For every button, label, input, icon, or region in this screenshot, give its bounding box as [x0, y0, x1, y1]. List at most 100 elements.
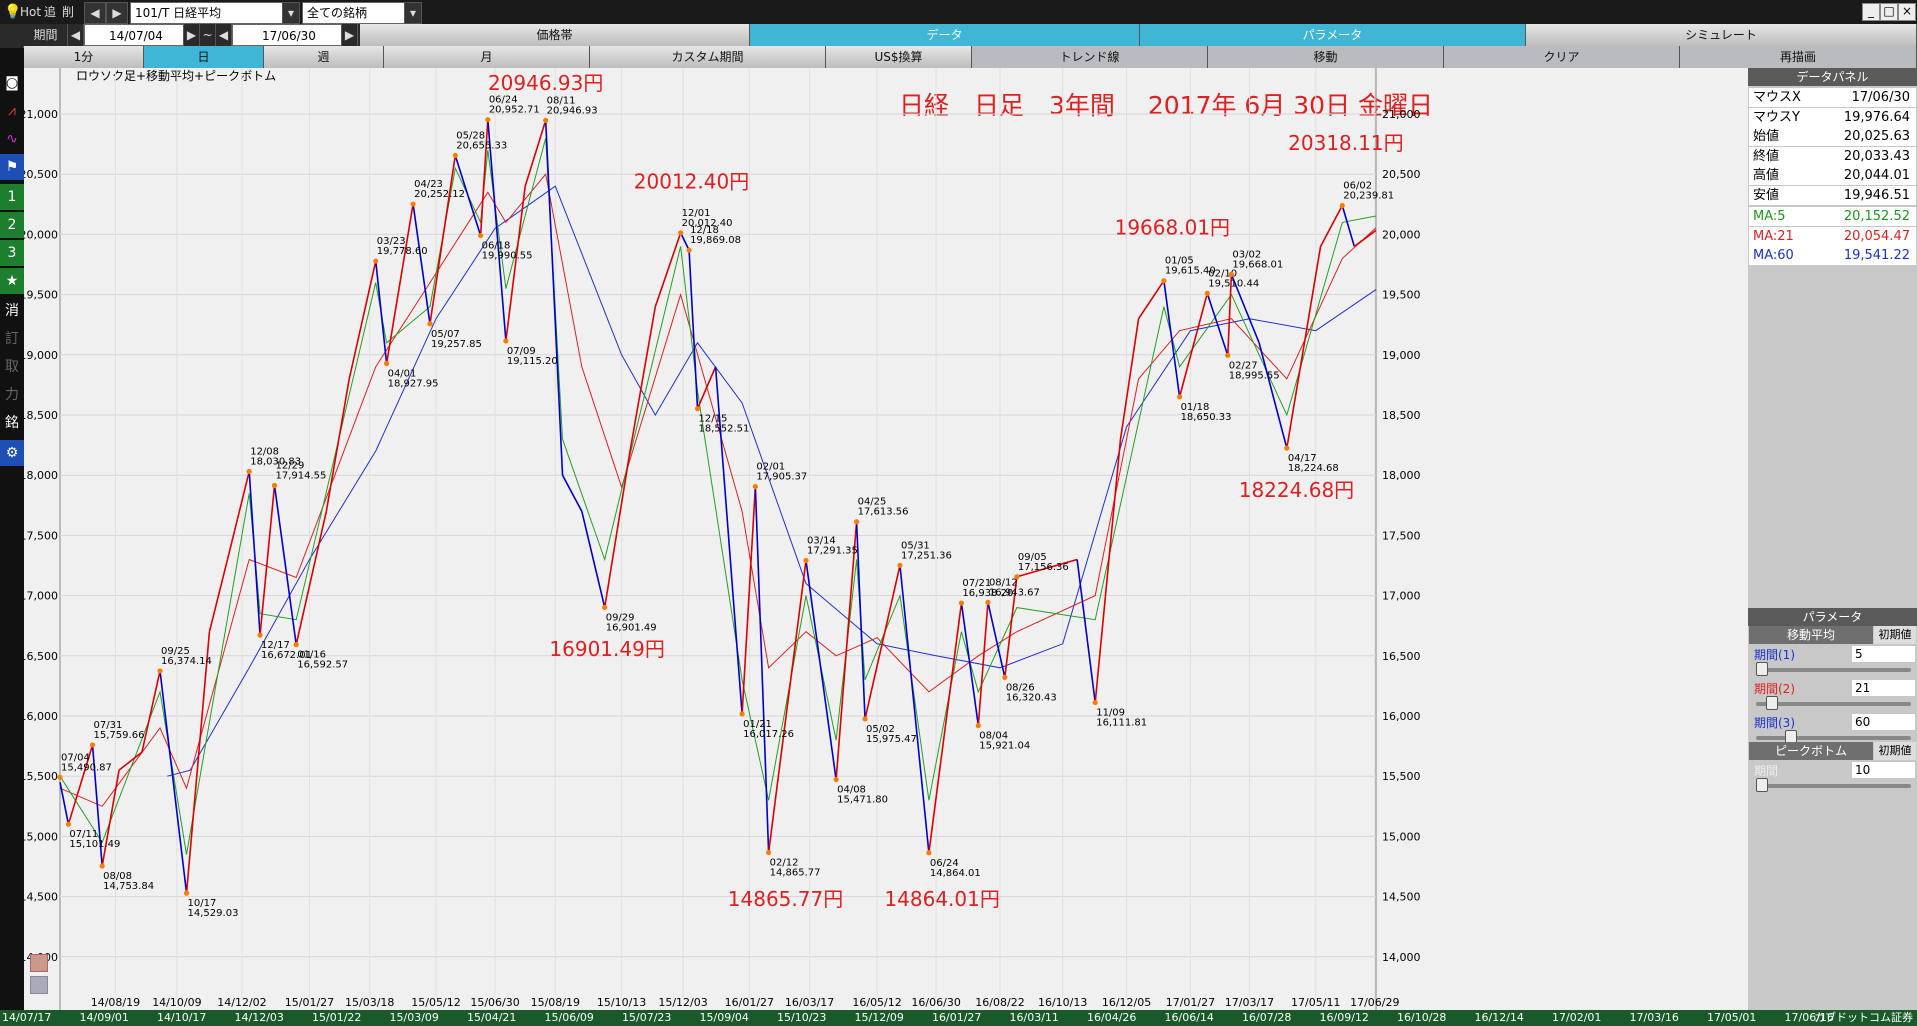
date-to-input[interactable]: 17/06/30	[232, 24, 342, 46]
ma-period-slider[interactable]	[1756, 730, 1911, 744]
tab-redraw[interactable]: 再描画	[1680, 46, 1917, 68]
stock-button[interactable]: 銘	[5, 415, 19, 431]
mini-chart-icon-1[interactable]	[30, 954, 48, 972]
price-segment	[67, 744, 94, 825]
preset-3-button[interactable]: 3	[0, 240, 24, 266]
ma-period-slider[interactable]	[1756, 662, 1911, 676]
tab-trendline[interactable]: トレンド線	[972, 46, 1208, 68]
close-button[interactable]: ×	[1898, 3, 1916, 21]
next-symbol-button[interactable]: ▶	[106, 2, 128, 24]
chart-header-title: 日経 日足 3年間 2017年 6月 30日 金曜日	[899, 91, 1433, 120]
peak-marker	[602, 604, 608, 611]
ma-reset-button[interactable]: 初期値	[1874, 626, 1916, 644]
price-segment	[295, 511, 328, 645]
date-to-next-icon[interactable]: ▶	[342, 24, 358, 46]
price-segment	[59, 782, 70, 825]
chart-svg[interactable]: ロウソク足+移動平均+ピークボトム 日経 日足 3年間 2017年 6月 30日…	[24, 68, 1748, 1010]
chart-area[interactable]: ロウソク足+移動平均+ピークボトム 日経 日足 3年間 2017年 6月 30日…	[24, 68, 1748, 1010]
data-panel-title: データパネル	[1748, 68, 1917, 86]
ma-period-input[interactable]: 60	[1852, 714, 1915, 730]
peak-date-label: 12/18	[690, 225, 719, 236]
delete-button[interactable]: 削	[62, 5, 75, 19]
correct-button[interactable]: 訂	[5, 331, 19, 347]
pb-slider-knob[interactable]	[1756, 778, 1768, 792]
price-segment	[1119, 318, 1140, 440]
preset-2-button[interactable]: 2	[0, 212, 24, 238]
prev-symbol-button[interactable]: ◀	[84, 2, 106, 24]
peak-date-label: 09/05	[1018, 552, 1047, 563]
minimize-button[interactable]: _	[1862, 3, 1880, 21]
date-next-icon[interactable]: ▶	[184, 24, 200, 46]
bottom-date-label: 16/10/28	[1397, 1011, 1447, 1024]
tab-parameters[interactable]: パラメータ	[1140, 24, 1526, 46]
gear-icon[interactable]: ⚙	[0, 440, 24, 466]
ma-period-input[interactable]: 5	[1852, 646, 1915, 662]
price-segment	[412, 203, 431, 324]
hot-button[interactable]: Hot	[20, 5, 42, 19]
peak-marker	[503, 338, 509, 344]
mini-chart-icon-2[interactable]	[30, 976, 48, 994]
peak-value-label: 17,613.56	[858, 507, 909, 518]
peak-value-label: 16,111.81	[1096, 718, 1147, 729]
peak-date-label: 11/09	[1096, 708, 1125, 719]
slider-knob[interactable]	[1756, 662, 1768, 676]
tab-simulate[interactable]: シミュレート	[1526, 24, 1917, 46]
peak-marker	[1176, 394, 1183, 400]
tab-daily[interactable]: 日	[144, 46, 264, 68]
universe-select[interactable]: 全ての銘柄	[302, 2, 408, 24]
price-segment	[101, 770, 120, 867]
tab-clear[interactable]: クリア	[1444, 46, 1680, 68]
pb-period-input[interactable]: 10	[1852, 762, 1915, 778]
power-button[interactable]: 力	[5, 387, 19, 403]
lightbulb-icon[interactable]: 💡	[4, 4, 22, 20]
price-segment	[1016, 558, 1078, 578]
erase-button[interactable]: 消	[5, 303, 19, 319]
universe-dropdown-icon[interactable]: ▾	[404, 2, 422, 24]
tab-1min[interactable]: 1分	[24, 46, 144, 68]
symbol-input[interactable]: 101/T 日経平均	[130, 2, 286, 24]
tab-move[interactable]: 移動	[1208, 46, 1444, 68]
price-segment	[259, 485, 276, 636]
line-chart-icon[interactable]: ⩘	[8, 103, 16, 119]
price-segment	[91, 744, 103, 867]
tab-data[interactable]: データ	[750, 24, 1140, 46]
star-icon[interactable]: ★	[0, 268, 24, 294]
data-key: マウスY	[1753, 109, 1800, 125]
ma-period-slider[interactable]	[1756, 696, 1911, 710]
date-prev-icon[interactable]: ◀	[68, 24, 84, 46]
flag-icon[interactable]: ⚑	[0, 154, 24, 180]
data-value: 20,033.43	[1843, 148, 1910, 164]
symbol-dropdown-icon[interactable]: ▾	[282, 2, 300, 24]
peak-marker	[752, 483, 758, 490]
trend-icon[interactable]: ∿	[6, 131, 18, 147]
x-tick-label: 17/05/11	[1291, 996, 1340, 1009]
tsui-button[interactable]: 追	[44, 5, 57, 19]
date-to-prev-icon[interactable]: ◀	[216, 24, 232, 46]
slider-knob[interactable]	[1766, 696, 1778, 710]
ma-period-input[interactable]: 21	[1852, 680, 1915, 696]
pb-reset-button[interactable]: 初期値	[1874, 742, 1916, 760]
tab-monthly[interactable]: 月	[384, 46, 590, 68]
preset-1-button[interactable]: 1	[0, 184, 24, 210]
price-segment	[454, 155, 482, 236]
peak-marker	[926, 850, 932, 856]
maximize-button[interactable]: □	[1880, 3, 1898, 21]
peak-date-label: 02/10	[1208, 268, 1237, 279]
tab-price-band[interactable]: 価格帯	[360, 24, 750, 46]
ma-section-title: 移動平均	[1749, 626, 1873, 644]
tab-usd[interactable]: US$換算	[826, 46, 972, 68]
peak-marker	[1284, 445, 1290, 451]
x-tick-label: 17/06/29	[1350, 996, 1399, 1009]
tab-weekly[interactable]: 週	[264, 46, 384, 68]
pb-period-slider[interactable]	[1756, 778, 1911, 792]
peak-value-label: 20,655.33	[456, 140, 507, 151]
take-button[interactable]: 取	[5, 359, 19, 375]
peak-date-label: 03/02	[1232, 249, 1261, 260]
x-tick-label: 16/08/22	[975, 996, 1024, 1009]
camera-icon[interactable]: ◙	[5, 75, 19, 91]
peak-date-label: 08/08	[103, 871, 132, 882]
peak-value-label: 19,615.40	[1165, 266, 1216, 277]
date-from-input[interactable]: 14/07/04	[84, 24, 184, 46]
y-tick-label-left: 16,500	[24, 650, 58, 663]
tab-custom-period[interactable]: カスタム期間	[590, 46, 826, 68]
